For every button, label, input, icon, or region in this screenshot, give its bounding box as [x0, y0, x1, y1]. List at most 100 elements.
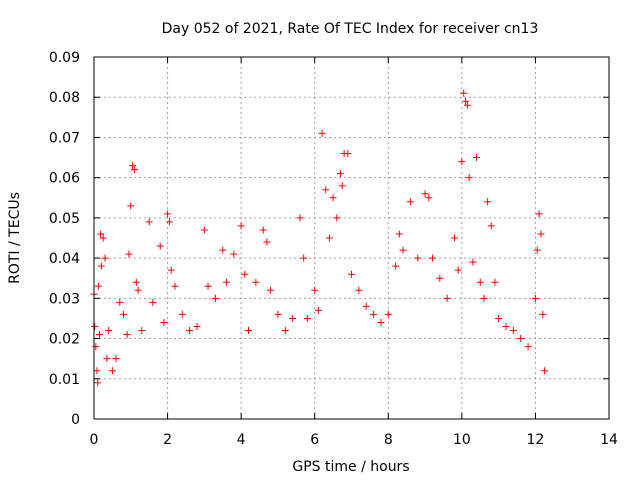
x-axis-label: GPS time / hours [292, 459, 409, 475]
data-point [164, 210, 172, 218]
y-tick-label: 0.08 [49, 90, 80, 106]
data-point [462, 97, 470, 105]
y-tick-label: 0 [71, 412, 80, 428]
data-point [160, 318, 168, 326]
y-tick-label: 0.02 [49, 332, 80, 348]
data-point [406, 198, 414, 206]
data-point [336, 170, 344, 178]
data-point [392, 262, 400, 270]
data-point [119, 310, 127, 318]
x-tick-label: 14 [600, 432, 618, 448]
data-point [463, 101, 471, 109]
data-point [469, 258, 477, 266]
data-point [165, 218, 173, 226]
data-point [127, 202, 135, 210]
data-point [487, 222, 495, 230]
data-point [524, 343, 532, 351]
data-point [395, 230, 403, 238]
data-point [348, 270, 355, 278]
y-tick-label: 0.07 [49, 130, 80, 146]
data-point [502, 322, 510, 330]
data-point [105, 327, 113, 335]
x-tick-label: 6 [310, 432, 319, 448]
data-point [322, 186, 330, 194]
data-point [325, 234, 333, 242]
data-point [421, 190, 429, 198]
data-point [219, 246, 227, 254]
data-point [97, 262, 105, 270]
y-tick-label: 0.04 [49, 251, 80, 267]
y-tick-label: 0.01 [49, 372, 80, 388]
data-point [300, 254, 308, 262]
data-point [362, 302, 370, 310]
data-point [129, 162, 137, 170]
data-point [476, 278, 484, 286]
data-point [384, 310, 392, 318]
data-point [535, 210, 543, 218]
data-point [93, 367, 101, 375]
data-point [99, 234, 107, 242]
data-point [91, 322, 99, 330]
data-point [314, 306, 322, 314]
y-tick-label: 0.06 [49, 171, 80, 187]
y-tick-label: 0.09 [49, 50, 80, 66]
data-point [491, 278, 499, 286]
data-point [338, 182, 346, 190]
data-point [344, 150, 352, 158]
data-point [355, 286, 363, 294]
data-point [245, 327, 252, 335]
data-point [537, 230, 545, 238]
data-point [318, 129, 326, 137]
data-point [125, 250, 133, 258]
data-point [92, 343, 100, 351]
data-point [145, 218, 153, 226]
data-point [259, 226, 267, 234]
data-point [531, 294, 539, 302]
data-point [333, 214, 341, 222]
x-tick-label: 12 [527, 432, 545, 448]
data-point [193, 322, 201, 330]
x-tick-label: 2 [163, 432, 172, 448]
y-axis-label: ROTI / TECUs [7, 192, 23, 284]
data-point [252, 278, 260, 286]
data-point [509, 327, 517, 335]
data-point [167, 266, 175, 274]
data-point [130, 166, 138, 174]
data-points [90, 89, 549, 387]
chart-title: Day 052 of 2021, Rate Of TEC Index for r… [162, 21, 539, 37]
data-point [377, 318, 385, 326]
data-point [112, 355, 120, 363]
data-point [96, 331, 104, 339]
data-point [132, 278, 140, 286]
data-point [484, 198, 492, 206]
data-point [289, 314, 297, 322]
data-point [517, 335, 525, 343]
data-point [460, 89, 468, 97]
data-point [123, 331, 131, 339]
data-point [480, 294, 488, 302]
data-point [303, 314, 311, 322]
data-point [533, 246, 541, 254]
plot-frame [93, 56, 610, 420]
data-point [425, 194, 433, 202]
data-point [200, 226, 208, 234]
data-point [211, 294, 219, 302]
data-point [436, 274, 444, 282]
y-tick-label: 0.03 [49, 291, 80, 307]
data-point [329, 194, 337, 202]
data-point [138, 327, 146, 335]
data-point [171, 282, 179, 290]
data-point [134, 286, 142, 294]
data-point [458, 158, 466, 166]
data-point [267, 286, 275, 294]
data-point [539, 310, 547, 318]
data-point [443, 294, 451, 302]
data-point [237, 222, 245, 230]
data-point [281, 327, 289, 335]
data-point [230, 250, 238, 258]
data-point [428, 254, 436, 262]
data-point [263, 238, 271, 246]
y-tick-label: 0.05 [49, 211, 80, 227]
data-point [178, 310, 186, 318]
